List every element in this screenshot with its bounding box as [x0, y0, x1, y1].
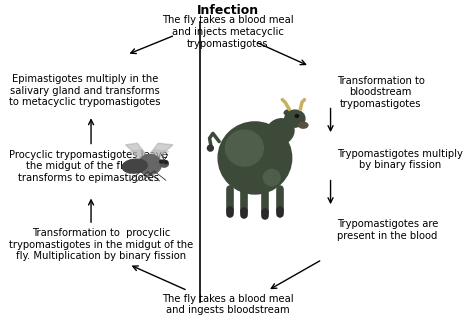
Ellipse shape: [284, 110, 291, 114]
Polygon shape: [130, 150, 150, 165]
Text: The fly takes a blood meal
and ingests bloodstream: The fly takes a blood meal and ingests b…: [162, 293, 293, 315]
Ellipse shape: [226, 130, 264, 166]
Ellipse shape: [285, 110, 305, 127]
Ellipse shape: [160, 160, 164, 163]
Polygon shape: [146, 143, 173, 163]
Text: Transformation to  procyclic
trypomastigotes in the midgut of the
fly. Multiplic: Transformation to procyclic trypomastigo…: [9, 228, 193, 261]
Text: The fly takes a blood meal
and injects metacyclic
trypomastigotes: The fly takes a blood meal and injects m…: [162, 15, 293, 49]
Text: Infection: Infection: [197, 4, 259, 17]
Polygon shape: [148, 150, 169, 165]
Polygon shape: [126, 143, 150, 163]
Ellipse shape: [264, 169, 280, 186]
Ellipse shape: [295, 115, 299, 117]
Ellipse shape: [299, 122, 308, 128]
Text: Transformation to
bloodstream
trypomastigotes: Transformation to bloodstream trypomasti…: [337, 76, 425, 109]
Ellipse shape: [138, 155, 162, 174]
Ellipse shape: [160, 161, 168, 167]
Text: Procyclic trypomastigotes leave
the midgut of the fly and
transforms to epimasti: Procyclic trypomastigotes leave the midg…: [9, 150, 168, 183]
Ellipse shape: [122, 159, 147, 173]
Ellipse shape: [208, 145, 213, 151]
Ellipse shape: [266, 119, 294, 145]
Text: Epimastigotes multiply in the
salivary gland and transforms
to metacyclic trypom: Epimastigotes multiply in the salivary g…: [9, 74, 161, 107]
Text: Trypomastigotes multiply
by binary fission: Trypomastigotes multiply by binary fissi…: [337, 149, 463, 170]
Text: Trypomastigotes are
present in the blood: Trypomastigotes are present in the blood: [337, 219, 438, 241]
Ellipse shape: [218, 122, 292, 194]
Ellipse shape: [164, 161, 168, 164]
